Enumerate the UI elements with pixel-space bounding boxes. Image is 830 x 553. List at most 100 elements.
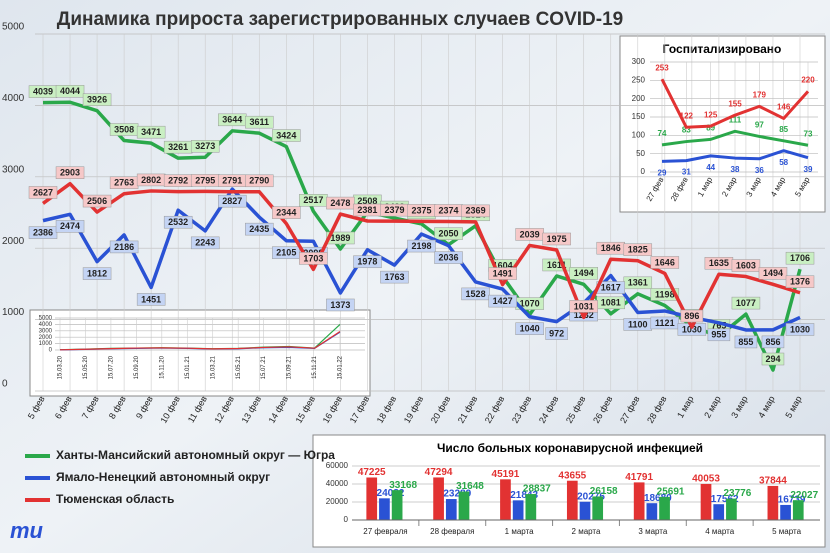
value-label: 97 bbox=[755, 121, 764, 130]
bar bbox=[500, 479, 511, 520]
value-label-box bbox=[163, 215, 193, 229]
x-tick-label: 3 марта bbox=[638, 527, 667, 536]
value-label: 3508 bbox=[114, 124, 134, 134]
value-label: 2627 bbox=[33, 187, 53, 197]
x-tick-label: 28 февраля bbox=[430, 527, 474, 536]
y-tick-label: 4000 bbox=[39, 322, 53, 328]
value-label-box bbox=[761, 352, 785, 366]
bar bbox=[592, 496, 604, 520]
bar bbox=[767, 485, 779, 520]
value-label-box bbox=[785, 275, 815, 289]
y-tick-label: 0 bbox=[2, 379, 8, 390]
chart-title: Динамика прироста зарегистрированных слу… bbox=[57, 9, 623, 30]
value-label-box bbox=[28, 226, 58, 239]
value-label: 1100 bbox=[628, 319, 648, 329]
value-label: 896 bbox=[684, 311, 699, 321]
value-label-box bbox=[55, 166, 85, 179]
x-tick-label: 5 марта bbox=[772, 527, 801, 536]
value-label-box bbox=[245, 222, 274, 236]
value-label: 2802 bbox=[141, 175, 161, 185]
bar bbox=[379, 498, 390, 520]
value-label-box bbox=[82, 194, 112, 208]
series-line bbox=[59, 330, 341, 351]
legend-label: Ханты-Мансийский автономный округ — Югра bbox=[56, 448, 335, 462]
value-label-box bbox=[82, 267, 112, 280]
y-tick-label: 0 bbox=[49, 348, 53, 354]
value-label-box bbox=[542, 232, 571, 246]
legend-label: Тюменская область bbox=[56, 492, 174, 506]
y-tick-label: 2000 bbox=[39, 335, 53, 341]
value-label: 47225 bbox=[358, 467, 386, 478]
x-tick-label: 15.05.21 bbox=[236, 355, 242, 379]
value-label: 1494 bbox=[763, 268, 783, 278]
y-tick-label: 2000 bbox=[2, 236, 25, 247]
bar bbox=[433, 477, 444, 520]
value-label: 2243 bbox=[195, 238, 215, 248]
y-tick-label: 300 bbox=[632, 57, 646, 66]
value-label-box bbox=[28, 186, 58, 199]
value-label: 3273 bbox=[195, 141, 215, 151]
value-label-box bbox=[245, 174, 274, 188]
value-label: 2105 bbox=[276, 248, 296, 258]
bars-title: Число больных коронавирусной инфекцией bbox=[437, 441, 703, 455]
value-label: 2435 bbox=[249, 224, 269, 234]
value-label: 1070 bbox=[520, 298, 540, 308]
value-label: 3644 bbox=[222, 115, 242, 125]
value-label: 1494 bbox=[574, 268, 594, 278]
value-label: 74 bbox=[658, 129, 667, 138]
value-label: 122 bbox=[680, 111, 694, 120]
value-label: 2517 bbox=[303, 195, 323, 205]
value-label: 21843 bbox=[510, 490, 538, 501]
y-tick-label: 150 bbox=[632, 112, 646, 121]
value-label: 16739 bbox=[778, 495, 806, 506]
value-label: 1121 bbox=[655, 318, 675, 328]
bar bbox=[525, 494, 537, 520]
value-label: 1604 bbox=[493, 260, 513, 270]
value-label: 1427 bbox=[493, 296, 513, 306]
value-label: 2532 bbox=[168, 217, 188, 227]
value-label-box bbox=[380, 270, 409, 284]
value-label: 37844 bbox=[759, 476, 787, 487]
value-label-box bbox=[707, 328, 731, 342]
value-label-box bbox=[218, 194, 247, 208]
value-label: 3611 bbox=[250, 117, 270, 127]
value-label-box bbox=[55, 220, 85, 233]
value-label-box bbox=[136, 293, 166, 306]
value-label-box bbox=[136, 125, 166, 139]
value-label: 855 bbox=[738, 337, 753, 347]
logo: mu bbox=[10, 518, 44, 543]
bar bbox=[633, 482, 645, 520]
value-label: 23776 bbox=[724, 488, 752, 499]
value-label-box bbox=[55, 85, 85, 98]
value-label-box bbox=[82, 93, 112, 106]
x-tick-label: 15.09.21 bbox=[287, 355, 293, 379]
value-label: 31648 bbox=[456, 481, 484, 492]
y-tick-label: 0 bbox=[641, 167, 646, 176]
value-label: 2381 bbox=[357, 205, 377, 215]
value-label: 2474 bbox=[60, 221, 80, 231]
value-label: 2198 bbox=[411, 241, 431, 251]
value-label-box bbox=[272, 206, 301, 219]
value-label-box bbox=[650, 316, 680, 330]
value-label-box bbox=[461, 287, 490, 301]
value-label: 17562 bbox=[711, 494, 739, 505]
value-label: 1376 bbox=[790, 277, 810, 287]
value-label: 2506 bbox=[87, 196, 107, 206]
y-tick-label: 250 bbox=[632, 75, 646, 84]
value-label: 1617 bbox=[601, 282, 621, 292]
value-label: 1812 bbox=[87, 268, 107, 278]
value-label: 1451 bbox=[141, 294, 161, 304]
series-line bbox=[41, 181, 801, 329]
value-label-box bbox=[731, 259, 761, 272]
value-label: 856 bbox=[765, 337, 780, 347]
value-label-box bbox=[488, 294, 517, 308]
value-label: 1763 bbox=[384, 272, 404, 282]
value-label: 253 bbox=[655, 63, 669, 72]
x-tick-label: 15.01.21 bbox=[185, 355, 191, 379]
value-label-box bbox=[569, 267, 598, 280]
value-label: 1528 bbox=[466, 289, 486, 299]
mini-box bbox=[29, 309, 371, 397]
value-label: 1846 bbox=[601, 243, 621, 253]
